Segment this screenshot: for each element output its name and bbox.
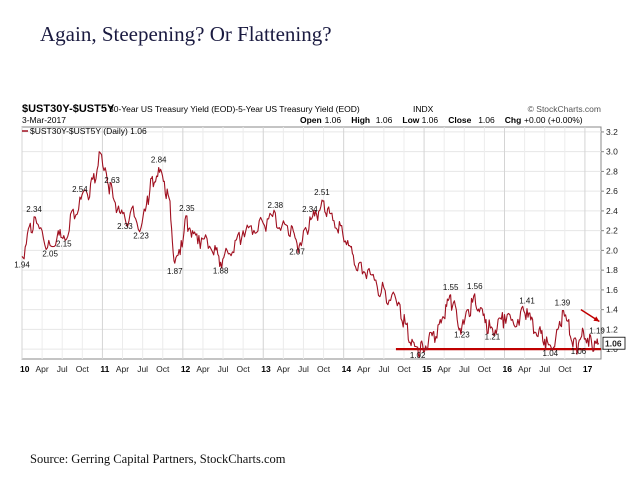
data-label: 2.35 [179,204,195,213]
x-tick-label: Jul [137,364,148,374]
data-label: 2.84 [151,155,167,164]
y-tick-label: 1.2 [606,324,618,334]
ohlc-label: Open [300,115,322,125]
y-tick-label: 1.4 [606,305,618,315]
x-tick-label: Apr [357,364,370,374]
x-tick-label: Apr [196,364,209,374]
y-tick-label: 2.2 [606,226,618,236]
data-label: 1.87 [167,267,183,276]
last-value-box [602,336,626,350]
data-label: 1.39 [555,299,571,308]
x-tick-label: Apr [277,364,290,374]
x-tick-label: 15 [422,364,432,374]
data-label: 2.38 [268,201,284,210]
data-label: 1.56 [467,282,483,291]
data-label: 1.19 [589,326,605,335]
ohlc-label: Chg [505,115,522,125]
y-tick-label: 1.6 [606,285,618,295]
data-label: 1.04 [543,349,559,358]
data-label: 2.15 [56,240,72,249]
data-label: 2.05 [42,249,58,258]
x-tick-label: 11 [100,364,109,374]
data-label: 2.51 [314,188,330,197]
x-tick-label: Jul [378,364,389,374]
chart-description: 30-Year US Treasury Yield (EOD)-5-Year U… [109,104,360,114]
y-tick-label: 3.0 [606,147,618,157]
y-tick-label: 1.8 [606,265,618,275]
y-tick-label: 3.2 [606,127,618,137]
data-label: 1.55 [443,283,459,292]
chart: 1.01.21.41.61.82.02.22.42.62.83.03.21.06… [14,103,626,374]
x-tick-label: Jul [539,364,550,374]
ohlc-value: 1.06 [478,115,495,125]
data-label: 2.07 [289,247,305,256]
x-tick-label: Jul [57,364,68,374]
legend-text: $UST30Y-$UST5Y (Daily) 1.06 [30,126,147,136]
x-tick-label: 12 [181,364,191,374]
ohlc-label: High [351,115,370,125]
data-label: 1.06 [571,347,587,356]
x-tick-label: 17 [583,364,593,374]
x-tick-label: Jul [298,364,309,374]
x-tick-label: 13 [261,364,271,374]
y-tick-label: 2.0 [606,245,618,255]
x-tick-label: 16 [503,364,513,374]
x-tick-label: Apr [116,364,129,374]
data-label: 2.34 [302,205,318,214]
chart-exchange: INDX [413,104,434,114]
ohlc-value: 1.06 [376,115,393,125]
x-tick-label: Oct [478,364,492,374]
series-line [21,151,600,358]
x-tick-label: Oct [397,364,411,374]
trend-arrow-head [593,316,600,322]
x-tick-label: Apr [438,364,451,374]
chart-symbol: $UST30Y-$UST5Y [22,103,115,115]
data-label: 1.94 [14,260,30,269]
slide-title: Again, Steepening? Or Flattening? [40,22,332,46]
ohlc-label: Low [402,115,419,125]
x-tick-label: 10 [20,364,30,374]
x-tick-label: Apr [518,364,531,374]
x-tick-label: Jul [459,364,470,374]
ohlc-value: +0.00 (+0.00%) [524,115,583,125]
x-tick-label: Oct [317,364,331,374]
data-label: 1.23 [454,330,470,339]
x-tick-label: Oct [76,364,90,374]
data-label: 1.88 [213,266,229,275]
data-label: 1.21 [485,332,501,341]
chart-date: 3-Mar-2017 [22,115,66,125]
data-label: 2.63 [104,176,120,185]
x-tick-label: Oct [558,364,572,374]
watermark: © StockCharts.com [528,104,601,114]
y-tick-label: 2.8 [606,166,618,176]
data-label: 2.34 [26,205,42,214]
x-tick-label: Jul [218,364,229,374]
ohlc-value: 1.06 [422,115,439,125]
data-label: 2.23 [133,232,149,241]
x-tick-label: Oct [156,364,170,374]
last-value-label: 1.06 [605,339,622,349]
y-tick-label: 2.6 [606,186,618,196]
x-tick-label: 14 [342,364,352,374]
source-note: Source: Gerring Capital Partners, StockC… [30,452,286,466]
ohlc-value: 1.06 [325,115,342,125]
data-label: 2.33 [117,222,133,231]
y-tick-label: 2.4 [606,206,618,216]
x-tick-label: Oct [237,364,251,374]
data-label: 1.41 [519,297,535,306]
data-label: 1.02 [410,351,426,360]
ohlc-label: Close [448,115,471,125]
data-label: 2.54 [72,185,88,194]
x-tick-label: Apr [35,364,48,374]
